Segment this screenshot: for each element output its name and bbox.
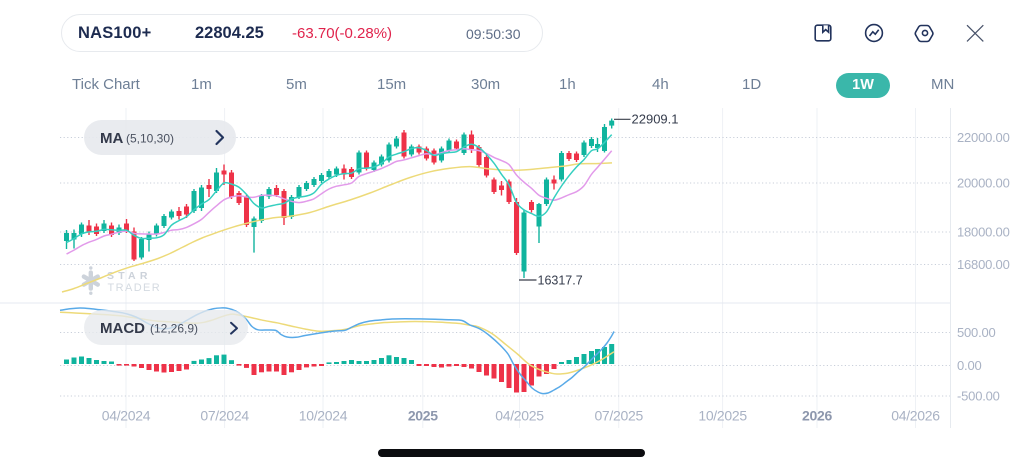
svg-text:07/2025: 07/2025 bbox=[594, 408, 643, 424]
svg-text:-500.00: -500.00 bbox=[957, 389, 1000, 404]
svg-text:MACD: MACD bbox=[100, 320, 145, 337]
svg-text:500.00: 500.00 bbox=[957, 325, 996, 340]
svg-text:10/2025: 10/2025 bbox=[698, 408, 747, 424]
svg-text:MA: MA bbox=[100, 130, 123, 147]
svg-text:04/2024: 04/2024 bbox=[102, 408, 151, 424]
svg-text:16317.7: 16317.7 bbox=[538, 274, 583, 288]
svg-text:0.00: 0.00 bbox=[957, 358, 982, 373]
svg-text:04/2025: 04/2025 bbox=[495, 408, 544, 424]
svg-text:16800.00: 16800.00 bbox=[957, 257, 1010, 272]
svg-text:2025: 2025 bbox=[408, 408, 438, 424]
svg-text:18000.00: 18000.00 bbox=[957, 225, 1010, 240]
svg-text:20000.00: 20000.00 bbox=[957, 176, 1010, 191]
svg-text:07/2024: 07/2024 bbox=[200, 408, 249, 424]
svg-text:(5,10,30): (5,10,30) bbox=[126, 132, 174, 146]
svg-text:04/2026: 04/2026 bbox=[891, 408, 940, 424]
svg-text:22000.00: 22000.00 bbox=[957, 130, 1010, 145]
svg-text:10/2024: 10/2024 bbox=[299, 408, 348, 424]
svg-text:TRADER: TRADER bbox=[108, 282, 162, 294]
svg-text:22909.1: 22909.1 bbox=[632, 112, 679, 127]
svg-text:STAR: STAR bbox=[107, 270, 152, 282]
svg-text:(12,26,9): (12,26,9) bbox=[150, 322, 198, 336]
svg-text:2026: 2026 bbox=[802, 408, 832, 424]
